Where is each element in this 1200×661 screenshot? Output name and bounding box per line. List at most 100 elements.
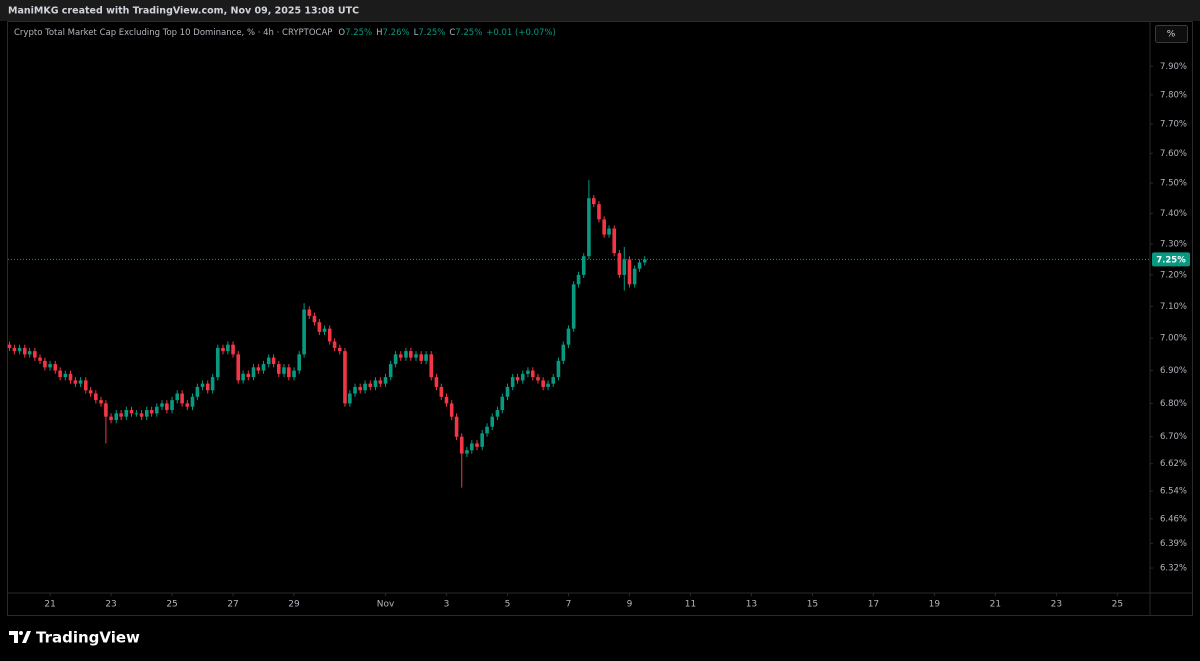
candle-body — [617, 253, 622, 275]
candle-body — [200, 383, 205, 387]
candle-body — [332, 341, 337, 348]
candle-body — [414, 354, 418, 358]
candle-body — [307, 309, 312, 316]
legend-title: Crypto Total Market Cap Excluding Top 10… — [14, 28, 332, 38]
candle-body — [124, 410, 129, 417]
x-tick-label: 21 — [990, 600, 1001, 610]
candle-body — [7, 344, 12, 348]
candle-body — [520, 373, 525, 381]
candle-body — [526, 370, 530, 374]
candle-body — [312, 315, 317, 323]
candle-body — [495, 410, 500, 417]
scale-button-label[interactable]: % — [1167, 30, 1176, 40]
candle-body — [73, 380, 78, 384]
y-tick-label: 6.39% — [1160, 539, 1187, 549]
y-tick-label: 6.32% — [1160, 564, 1187, 574]
candle-body — [597, 204, 601, 220]
x-tick-label: 23 — [1051, 600, 1062, 610]
y-tick-label: 6.62% — [1160, 459, 1187, 469]
last-price-box — [1152, 252, 1190, 267]
candle-body — [353, 386, 357, 394]
candle-body — [246, 373, 251, 378]
candle-body — [439, 386, 444, 397]
candle-body — [114, 413, 119, 421]
x-tick-label: 17 — [868, 600, 879, 610]
candle-body — [129, 410, 134, 414]
candle-body — [12, 347, 17, 352]
candle-body — [383, 377, 388, 384]
candle-body — [119, 413, 123, 417]
candle-body — [337, 347, 342, 352]
candle-body — [612, 228, 617, 254]
candle-body — [155, 406, 159, 414]
candle-body — [587, 198, 591, 257]
scale-button[interactable] — [1155, 25, 1188, 43]
legend-key: O — [338, 28, 345, 38]
candle-body — [185, 403, 190, 407]
candle-body — [99, 400, 103, 404]
candle-body — [165, 403, 169, 411]
candle-body — [627, 259, 632, 285]
candle-body — [424, 354, 428, 361]
candle-body — [388, 364, 393, 378]
legend-value: 7.25% — [345, 28, 372, 38]
candle-body — [292, 370, 296, 378]
candle-body — [343, 351, 347, 404]
candle-body — [480, 433, 484, 447]
x-tick-label: 19 — [929, 600, 941, 610]
candle-body — [88, 390, 93, 394]
y-tick-label: 7.50% — [1160, 179, 1187, 189]
candle-body — [317, 322, 322, 332]
brand: TradingView — [36, 629, 140, 647]
candle-body — [602, 219, 606, 235]
candle-body — [149, 410, 154, 414]
legend-key: H — [376, 28, 382, 38]
candle-body — [261, 364, 266, 371]
candle-body — [297, 354, 302, 371]
x-tick-label: 25 — [1112, 600, 1123, 610]
candle-body — [444, 396, 449, 404]
candle-body — [322, 328, 327, 332]
candle-body — [398, 354, 403, 358]
y-tick-label: 7.10% — [1160, 302, 1187, 312]
chart-frame — [7, 21, 1193, 616]
candle-body — [393, 354, 398, 365]
candle-body — [195, 386, 200, 397]
candle-body — [241, 373, 245, 381]
candle-body — [109, 416, 113, 421]
plot: 7.90% 7.80% 7.70% 7.60% 7.50% 7.40% 7.30% 7.20%… — [7, 62, 1190, 610]
candle-body — [170, 400, 174, 411]
candle-body — [327, 328, 332, 342]
candle-body — [531, 370, 535, 378]
candle-body — [556, 360, 561, 378]
x-tick-label: Nov — [377, 600, 395, 610]
candle-body — [38, 357, 42, 361]
candle-body — [368, 383, 373, 387]
candle-body — [515, 377, 520, 381]
logo-dot — [19, 631, 23, 635]
y-tick-label: 7.40% — [1160, 209, 1187, 219]
legend: Crypto Total Market Cap Excluding Top 10… — [14, 28, 556, 38]
candle-body — [541, 380, 545, 387]
x-tick-label: 29 — [288, 600, 300, 610]
candle-body — [231, 344, 235, 355]
candle-body — [78, 380, 83, 384]
y-tick-label: 7.30% — [1160, 239, 1187, 249]
candle-body — [144, 410, 149, 417]
candle-body — [581, 256, 586, 275]
logo-slash — [22, 631, 31, 643]
candle-body — [58, 370, 62, 378]
candle-body — [571, 284, 576, 329]
candle-body — [378, 380, 383, 384]
candle-body — [500, 396, 505, 411]
candle-body — [63, 373, 68, 378]
candle-body — [409, 351, 413, 358]
candle-body — [53, 364, 58, 371]
candle-body — [27, 351, 32, 355]
candle-body — [271, 357, 276, 365]
legend-value: 7.26% — [383, 28, 410, 38]
attribution: ManiMKG created with TradingView.com, No… — [8, 6, 359, 17]
candle-body — [43, 360, 47, 368]
y-tick-label: 7.90% — [1160, 62, 1187, 72]
